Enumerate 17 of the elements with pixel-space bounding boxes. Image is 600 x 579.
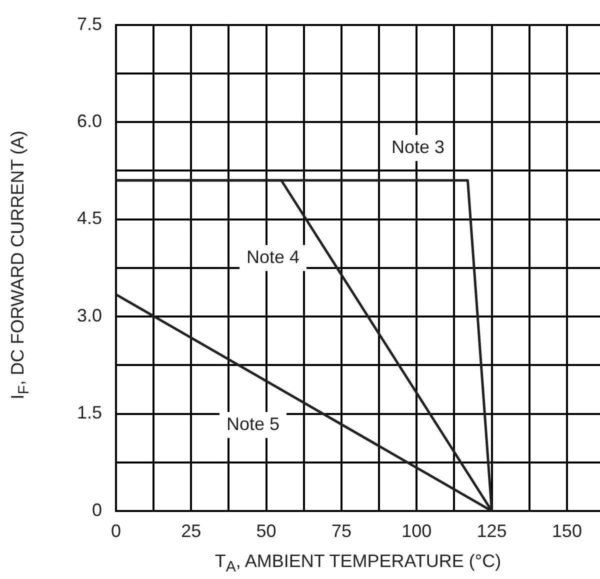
x-axis-title: T$_{A}$, AMBIENT TEMPERATURE (°C)	[214, 551, 502, 576]
x-tick-label: 75	[331, 520, 352, 541]
annotation: Note 4	[246, 246, 300, 267]
x-tick-label: 50	[256, 520, 276, 541]
y-tick-label: 7.5	[76, 14, 102, 34]
annotation: Note 3	[391, 136, 445, 157]
y-tick-label: 0	[92, 500, 102, 520]
y-tick-label: 4.5	[76, 208, 102, 228]
y-tick-label: 1.5	[76, 402, 102, 423]
x-tick-label: 0	[110, 520, 122, 541]
x-tick-label: 100	[402, 520, 432, 541]
annotation: Note 5	[226, 414, 280, 434]
y-tick-label: 3.0	[76, 305, 102, 326]
y-tick-label: 6.0	[76, 111, 102, 132]
x-tick-label: 125	[476, 520, 507, 541]
x-tick-label: 25	[181, 520, 202, 541]
x-tick-label: 150	[552, 520, 582, 541]
